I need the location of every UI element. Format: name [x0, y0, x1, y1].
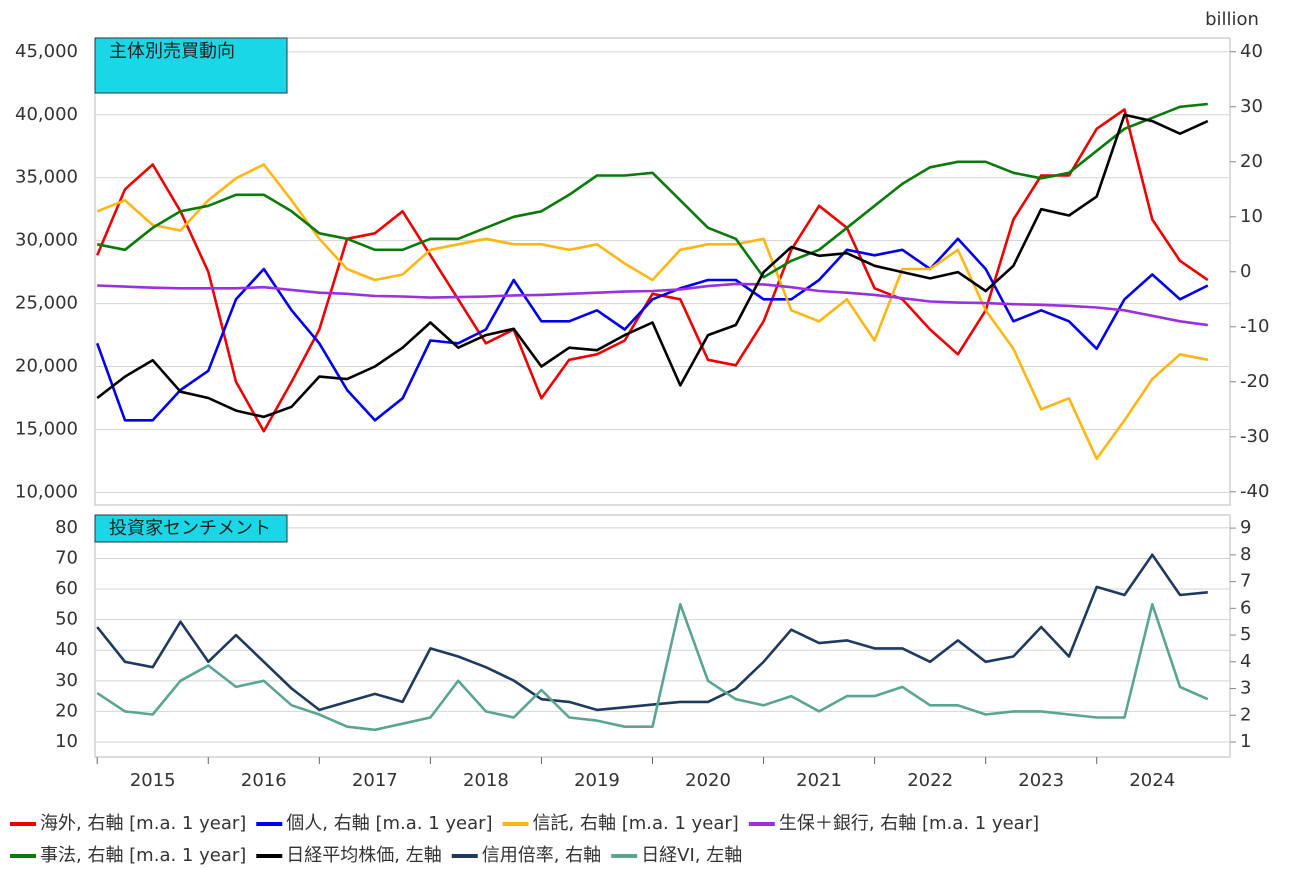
legend-item: 個人, 右軸 [m.a. 1 year] — [256, 813, 493, 834]
x-tick-label: 2019 — [574, 770, 620, 791]
series-line — [96, 108, 1209, 433]
y2-tick-label: -40 — [1240, 481, 1269, 502]
legend-label: 日経VI, 左軸 — [641, 845, 742, 866]
y2-tick-label: 9 — [1240, 517, 1251, 538]
y-tick-label: 45,000 — [15, 41, 78, 62]
y-tick-label: 30 — [55, 670, 78, 691]
y2-tick-label: -20 — [1240, 371, 1269, 392]
legend-item: 信託, 右軸 [m.a. 1 year] — [502, 813, 739, 834]
y2-tick-label: 8 — [1240, 544, 1251, 565]
panel-label-box — [94, 514, 288, 543]
plot-frame — [94, 514, 1231, 758]
y2-tick-label: 6 — [1240, 597, 1251, 618]
y-tick-label: 70 — [55, 547, 78, 568]
legend-item: 生保＋銀行, 右軸 [m.a. 1 year] — [748, 813, 1039, 834]
y-tick-label: 15,000 — [15, 418, 78, 439]
y2-tick-label: 3 — [1240, 678, 1251, 699]
y-tick-label: 25,000 — [15, 293, 78, 314]
series-line — [96, 113, 1209, 419]
y2-tick-label: 30 — [1240, 96, 1263, 117]
y-tick-label: 80 — [55, 517, 78, 538]
y-tick-label: 40 — [55, 639, 78, 660]
y2-tick-label: 10 — [1240, 206, 1263, 227]
x-tick-label: 2021 — [796, 770, 842, 791]
y-tick-label: 10,000 — [15, 481, 78, 502]
y-tick-label: 40,000 — [15, 104, 78, 125]
y-tick-label: 60 — [55, 578, 78, 599]
y2-tick-label: 4 — [1240, 651, 1251, 672]
y-tick-label: 30,000 — [15, 230, 78, 251]
series-line — [96, 553, 1208, 712]
series-line — [95, 237, 1209, 422]
legend-item: 事法, 右軸 [m.a. 1 year] — [10, 845, 246, 866]
legend-label: 信用倍率, 右軸 — [482, 845, 601, 866]
series-line — [96, 102, 1208, 279]
legend-item: 信用倍率, 右軸 — [451, 845, 601, 866]
x-tick-label: 2016 — [241, 770, 287, 791]
legend-item: 日経VI, 左軸 — [611, 845, 742, 866]
panel-title: 投資家センチメント — [109, 518, 271, 539]
x-tick-label: 2023 — [1018, 770, 1064, 791]
legend-label: 事法, 右軸 [m.a. 1 year] — [40, 845, 246, 866]
y-tick-label: 50 — [55, 609, 78, 630]
y2-tick-label: 1 — [1240, 731, 1251, 752]
legend-item: 日経平均株価, 左軸 — [256, 845, 442, 866]
legend-item: 海外, 右軸 [m.a. 1 year] — [10, 813, 246, 834]
y2-tick-label: -10 — [1240, 316, 1269, 337]
panel-label-box — [94, 37, 288, 94]
legend-label: 個人, 右軸 [m.a. 1 year] — [286, 813, 492, 834]
x-tick-label: 2024 — [1129, 770, 1175, 791]
x-tick-label: 2022 — [907, 770, 953, 791]
legend: 海外, 右軸 [m.a. 1 year] 個人, 右軸 [m.a. 1 year]… — [10, 813, 1039, 866]
y2-tick-label: 2 — [1240, 704, 1251, 725]
y2-axis-label: billion — [1205, 9, 1259, 30]
x-tick-label: 2015 — [130, 770, 176, 791]
y-tick-label: 35,000 — [15, 167, 78, 188]
panel-title: 主体別売買動向 — [109, 41, 235, 62]
legend-label: 信託, 右軸 [m.a. 1 year] — [533, 813, 739, 834]
y-tick-label: 10 — [55, 731, 78, 752]
y2-tick-label: -30 — [1240, 426, 1269, 447]
legend-label: 生保＋銀行, 右軸 [m.a. 1 year] — [779, 813, 1039, 834]
series-line — [96, 163, 1209, 461]
y-tick-label: 20 — [55, 700, 78, 721]
y2-tick-label: 7 — [1240, 571, 1251, 592]
y-tick-label: 20,000 — [15, 356, 78, 377]
series-line — [97, 282, 1208, 327]
x-tick-label: 2017 — [352, 770, 398, 791]
y2-tick-label: 0 — [1240, 261, 1251, 282]
legend-label: 日経平均株価, 左軸 — [286, 845, 441, 866]
x-tick-label: 2020 — [685, 770, 731, 791]
series-line — [96, 603, 1209, 732]
legend-label: 海外, 右軸 [m.a. 1 year] — [40, 813, 246, 834]
y2-tick-label: 5 — [1240, 624, 1251, 645]
y2-tick-label: 20 — [1240, 151, 1263, 172]
x-tick-label: 2018 — [463, 770, 509, 791]
y2-tick-label: 40 — [1240, 41, 1263, 62]
